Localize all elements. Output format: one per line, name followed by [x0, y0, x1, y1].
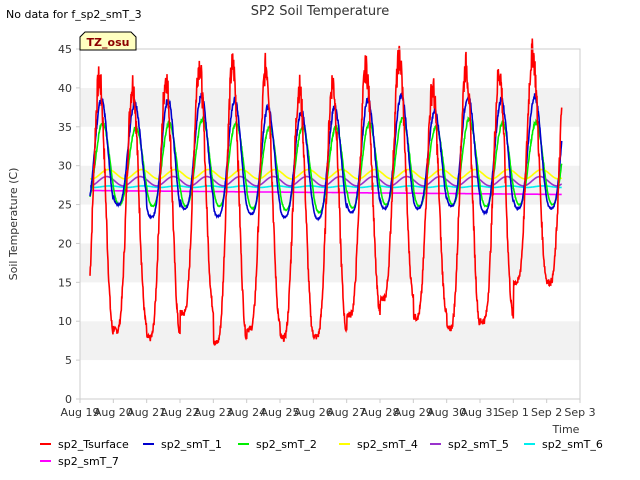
- y-tick-label: 40: [58, 82, 72, 95]
- x-tick-label: Aug 24: [227, 406, 266, 419]
- x-tick-label: Aug 23: [194, 406, 233, 419]
- x-tick-label: Aug 25: [261, 406, 300, 419]
- x-tick-label: Aug 30: [427, 406, 466, 419]
- badge-label: TZ_osu: [87, 36, 130, 49]
- x-tick-label: Aug 31: [461, 406, 500, 419]
- x-tick-label: Sep 1: [498, 406, 529, 419]
- legend: sp2_Tsurface sp2_smT_1 sp2_smT_2 sp2_smT_4 s…: [40, 438, 603, 468]
- x-tick-label: Aug 28: [361, 406, 400, 419]
- legend-label-sp2_smT_4: sp2_smT_4: [357, 438, 418, 451]
- grid-band: [80, 282, 580, 322]
- x-tick-label: Aug 21: [127, 406, 166, 419]
- y-tick-label: 20: [58, 237, 72, 250]
- series-line-sp2_Tsurface: [89, 38, 563, 346]
- y-tick-label: 45: [58, 43, 72, 56]
- x-tick-label: Sep 3: [564, 406, 595, 419]
- grid-band: [80, 243, 580, 283]
- x-tick-label: Sep 2: [531, 406, 562, 419]
- legend-label-sp2_Tsurface: sp2_Tsurface: [58, 438, 129, 451]
- grid-band: [80, 49, 580, 88]
- x-tick-label: Aug 22: [161, 406, 200, 419]
- grid-band: [80, 165, 580, 205]
- no-data-notice: No data for f_sp2_smT_3: [6, 8, 142, 21]
- y-axis: 0 5 10 15 20 25 30 35 40 45: [58, 43, 80, 406]
- y-axis-label: Soil Temperature (C): [7, 168, 20, 281]
- y-tick-label: 0: [65, 393, 72, 406]
- y-tick-label: 5: [65, 354, 72, 367]
- y-tick-label: 25: [58, 199, 72, 212]
- badge-box: [79, 31, 137, 51]
- grid-band: [80, 204, 580, 244]
- x-tick-label: Aug 29: [394, 406, 433, 419]
- series-group: [89, 38, 563, 346]
- x-axis-label: Time: [552, 423, 580, 436]
- x-tick-label: Aug 20: [94, 406, 133, 419]
- legend-label-sp2_smT_5: sp2_smT_5: [448, 438, 509, 451]
- x-tick-label: Aug 26: [294, 406, 333, 419]
- x-tick-label: Aug 19: [61, 406, 100, 419]
- y-tick-label: 10: [58, 315, 72, 328]
- tz-badge: TZ_osu: [79, 31, 137, 51]
- y-tick-label: 30: [58, 160, 72, 173]
- legend-label-sp2_smT_1: sp2_smT_1: [161, 438, 222, 451]
- legend-label-sp2_smT_7: sp2_smT_7: [58, 455, 119, 468]
- grid-band: [80, 360, 580, 399]
- y-tick-label: 35: [58, 121, 72, 134]
- grid-band: [80, 321, 580, 361]
- y-tick-label: 15: [58, 276, 72, 289]
- legend-label-sp2_smT_6: sp2_smT_6: [542, 438, 603, 451]
- plot-frame: [79, 48, 581, 400]
- legend-label-sp2_smT_2: sp2_smT_2: [256, 438, 317, 451]
- chart-title: SP2 Soil Temperature: [251, 4, 389, 19]
- x-tick-label: Aug 27: [327, 406, 366, 419]
